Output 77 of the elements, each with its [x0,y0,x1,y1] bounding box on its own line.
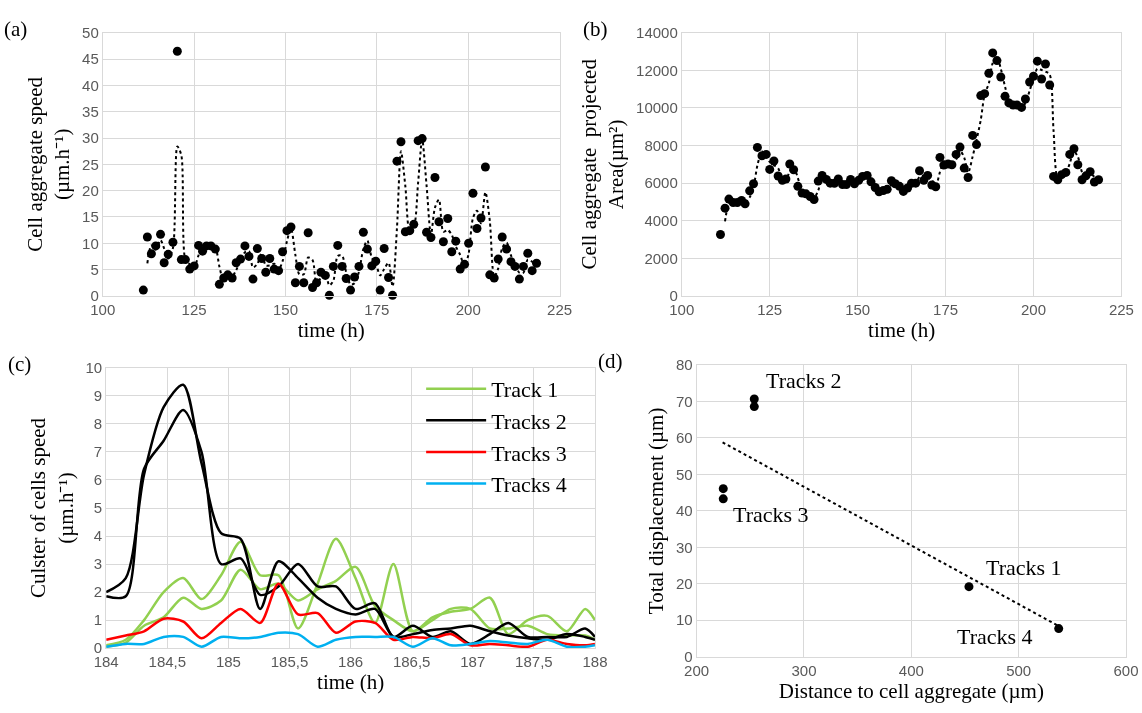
y-tick-label: 20 [82,181,99,199]
chart-title: (d) [598,349,623,373]
y-tick-label: 14000 [636,24,678,42]
y-tick-label: 20 [675,575,693,593]
x-tick-label: 125 [757,300,783,318]
y-tick-label: 70 [675,392,693,410]
y-axis-title: Cell aggregate projected Area(µm²) [576,58,629,270]
y-tick-label: 5 [90,260,99,278]
y-tick-label: 45 [82,50,99,68]
y-tick-label: 10 [675,611,693,629]
x-tick-label: 225 [1108,300,1134,318]
x-tick-label: 150 [845,300,871,318]
annotation: Tracks 4 [957,624,1033,649]
x-axis-title: time (h) [868,317,936,342]
y-tick-label: 6 [93,471,103,489]
y-tick-label: 2 [93,583,103,601]
y-tick-label: 7 [93,443,103,461]
y-tick-label: 80 [675,356,693,374]
y-tick-label: 10 [85,359,103,377]
y-tick-label: 2000 [644,249,678,267]
annotation: Tracks 2 [766,368,842,393]
x-tick-label: 186 [338,653,364,671]
x-tick-label: 200 [1021,300,1047,318]
x-tick-label: 187,5 [515,653,553,671]
legend-label: Tracks 4 [491,472,567,498]
x-tick-label: 600 [1113,661,1139,679]
y-tick-label: 30 [82,129,99,147]
chart-title: (c) [8,352,32,376]
y-tick-label: 30 [675,538,693,556]
y-tick-label: 1 [93,611,103,629]
y-tick-label: 5 [93,499,103,517]
annotation: Tracks 1 [986,555,1062,580]
x-tick-label: 185,5 [270,653,309,671]
y-tick-label: 3 [93,555,103,573]
x-tick-label: 200 [455,300,481,318]
chart-title: (a) [4,17,28,41]
y-tick-label: 12000 [636,61,678,79]
x-tick-label: 150 [272,300,299,318]
x-tick-label: 125 [181,300,207,318]
y-tick-label: 25 [82,155,99,173]
chart-title: (b) [583,17,608,41]
y-tick-label: 9 [93,387,103,405]
y-tick-label: 60 [675,429,693,447]
x-axis-title: time (h) [297,317,365,342]
legend-label: Tracks 3 [491,440,567,466]
y-tick-label: 50 [675,465,693,483]
legend-label: Tracks 2 [491,408,567,434]
y-tick-label: 40 [675,502,693,520]
x-tick-label: 500 [1006,661,1032,679]
y-tick-label: 4000 [644,211,678,229]
y-tick-label: 10000 [636,99,678,117]
x-tick-label: 400 [898,661,924,679]
legend-label: Track 1 [491,377,559,403]
x-tick-label: 300 [791,661,817,679]
x-tick-label: 175 [933,300,959,318]
x-tick-label: 186,5 [392,653,431,671]
y-tick-label: 35 [82,102,99,120]
x-tick-label: 175 [364,300,390,318]
y-tick-label: 40 [82,76,99,94]
y-axis-title: Cell aggregate speed (µm.h⁻¹) [22,76,75,252]
y-axis-title: Culster of cells speed (µm.h⁻¹) [26,417,78,599]
y-tick-label: 8000 [644,136,678,154]
y-tick-label: 10 [82,234,99,252]
y-tick-label: 4 [93,527,103,545]
x-tick-label: 184,5 [148,653,187,671]
x-tick-label: 225 [547,300,573,318]
y-tick-label: 6000 [644,174,678,192]
annotation: Tracks 3 [733,502,809,527]
y-axis-title: Total displacement (µm) [644,407,669,615]
x-axis-title: Distance to cell aggregate (µm) [778,678,1044,703]
x-tick-label: 185 [215,653,241,671]
y-tick-label: 8 [93,415,103,433]
y-tick-label: 50 [82,24,99,42]
x-tick-label: 188 [582,653,608,671]
y-tick-label: 15 [82,208,99,226]
x-axis-title: time (h) [317,670,385,695]
x-tick-label: 187 [460,653,486,671]
